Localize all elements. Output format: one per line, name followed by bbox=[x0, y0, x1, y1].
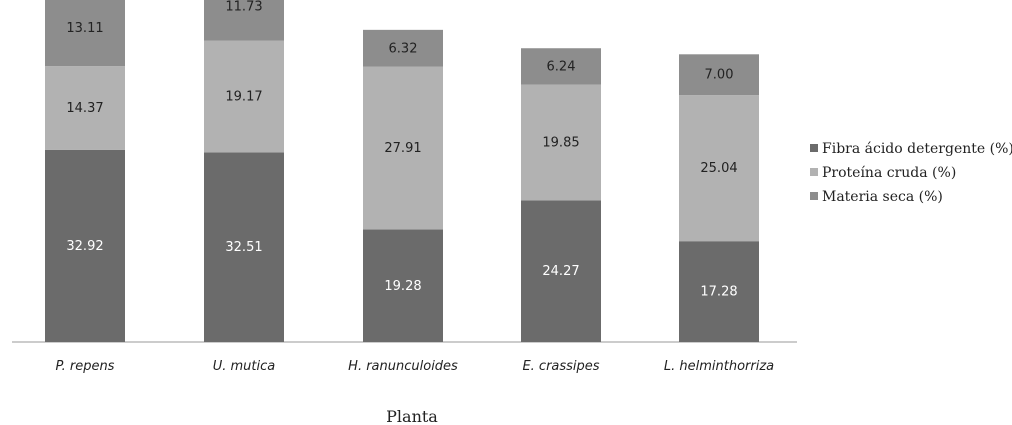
data-label-p-repens-series-3: 13.11 bbox=[66, 21, 103, 36]
bar-u-mutica-series-3 bbox=[204, 0, 284, 41]
data-label-e-crassipes-series-3: 6.24 bbox=[547, 59, 576, 74]
legend-swatch-1 bbox=[810, 144, 818, 152]
legend-label-2: Proteína cruda (%) bbox=[822, 165, 956, 181]
data-label-u-mutica-series-2: 19.17 bbox=[225, 89, 262, 104]
data-label-p-repens-series-1: 32.92 bbox=[66, 239, 103, 254]
legend-swatch-2 bbox=[810, 168, 818, 176]
bar-p-repens-series-1 bbox=[45, 149, 125, 342]
bar-p-repens-series-3 bbox=[45, 0, 125, 67]
data-label-e-crassipes-series-1: 24.27 bbox=[542, 264, 579, 279]
bar-l-helminthorriza-series-3 bbox=[679, 54, 759, 96]
bar-p-repens-series-2 bbox=[45, 66, 125, 150]
category-label-p-repens: P. repens bbox=[56, 359, 115, 374]
data-label-h-ranunculoides-series-3: 6.32 bbox=[389, 41, 418, 56]
bar-e-crassipes-series-3 bbox=[521, 48, 601, 85]
data-label-h-ranunculoides-series-1: 19.28 bbox=[384, 279, 421, 294]
data-label-u-mutica-series-1: 32.51 bbox=[225, 240, 262, 255]
bar-h-ranunculoides-series-2 bbox=[363, 66, 443, 230]
category-labels-group: P. repens U. mutica H. ranunculoides E. cra… bbox=[56, 359, 775, 374]
legend-label-1: Fibra ácido detergente (%) bbox=[822, 141, 1012, 157]
category-label-l-helminthorriza: L. helminthorriza bbox=[664, 359, 774, 374]
data-label-l-helminthorriza-series-3: 7.00 bbox=[705, 68, 734, 83]
legend-label-3: Materia seca (%) bbox=[822, 189, 943, 205]
category-label-e-crassipes: E. crassipes bbox=[522, 359, 599, 374]
category-label-u-mutica: U. mutica bbox=[213, 359, 276, 374]
bar-l-helminthorriza-series-1 bbox=[679, 241, 759, 342]
bar-l-helminthorriza-series-2 bbox=[679, 95, 759, 242]
bar-e-crassipes-series-2 bbox=[521, 84, 601, 201]
bar-u-mutica-series-1 bbox=[204, 152, 284, 342]
legend-swatch-3 bbox=[810, 192, 818, 200]
category-label-h-ranunculoides: H. ranunculoides bbox=[348, 359, 458, 374]
data-label-p-repens-series-2: 14.37 bbox=[66, 101, 103, 116]
bars-group: 32.92 14.37 13.11 32.51 19.17 11.73 19.28 27.91… bbox=[45, 0, 759, 342]
bar-h-ranunculoides-series-1 bbox=[363, 229, 443, 342]
bar-u-mutica-series-2 bbox=[204, 40, 284, 153]
data-label-u-mutica-series-3: 11.73 bbox=[225, 0, 262, 14]
x-axis-title: Planta bbox=[386, 407, 438, 425]
data-label-e-crassipes-series-2: 19.85 bbox=[542, 136, 579, 151]
data-label-l-helminthorriza-series-2: 25.04 bbox=[700, 161, 737, 176]
legend: Fibra ácido detergente (%) Proteína cruda… bbox=[810, 141, 1012, 205]
bar-h-ranunculoides-series-3 bbox=[363, 29, 443, 67]
bar-e-crassipes-series-1 bbox=[521, 200, 601, 342]
data-label-l-helminthorriza-series-1: 17.28 bbox=[700, 285, 737, 300]
data-label-h-ranunculoides-series-2: 27.91 bbox=[384, 141, 421, 156]
